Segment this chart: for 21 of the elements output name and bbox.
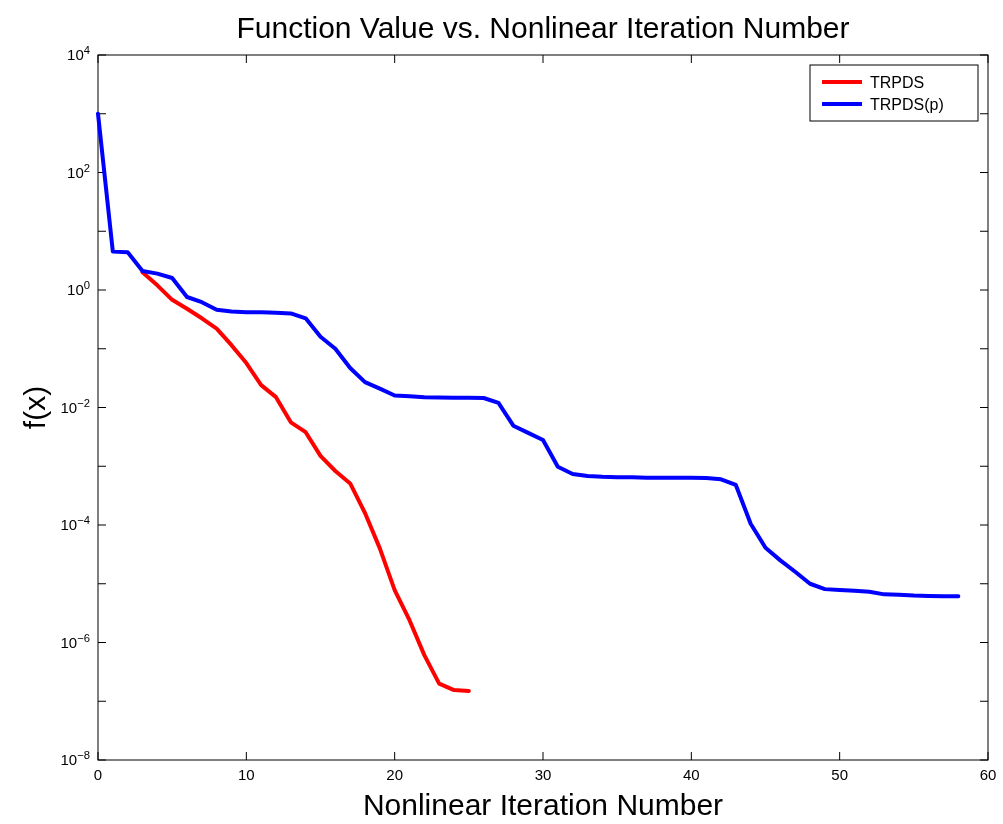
y-tick-label: 10$^{2}$ — [67, 161, 90, 181]
line-series — [140, 270, 471, 693]
y-axis-title: f(x) — [18, 385, 51, 430]
x-tick-label: 20 — [386, 766, 404, 783]
y-tick-label: 10$^{0}$ — [67, 279, 90, 298]
x-tick-label: 10 — [237, 766, 255, 783]
x-tick-label: 40 — [682, 766, 700, 783]
y-tick-label: 10$^{−8}$ — [60, 749, 90, 768]
x-tick-label: 0 — [93, 766, 103, 783]
x-tick-label: 60 — [979, 766, 997, 783]
legend-label: TRPDS — [870, 74, 925, 91]
y-tick-label: 10$^{−6}$ — [60, 631, 90, 651]
y-tick-label: 10$^{−4}$ — [60, 514, 90, 533]
line-series — [96, 111, 961, 599]
chart-title: Function Value vs. Nonlinear Iteration Number — [236, 11, 850, 44]
x-tick-label: 30 — [534, 766, 552, 783]
legend-label: TRPDS(p) — [870, 96, 944, 113]
x-tick-label: 50 — [831, 766, 849, 783]
y-tick-label: 10$^{−2}$ — [60, 396, 90, 416]
x-axis-title: Nonlinear Iteration Number — [362, 788, 724, 821]
y-tick-label: 10$^{4}$ — [67, 44, 90, 63]
